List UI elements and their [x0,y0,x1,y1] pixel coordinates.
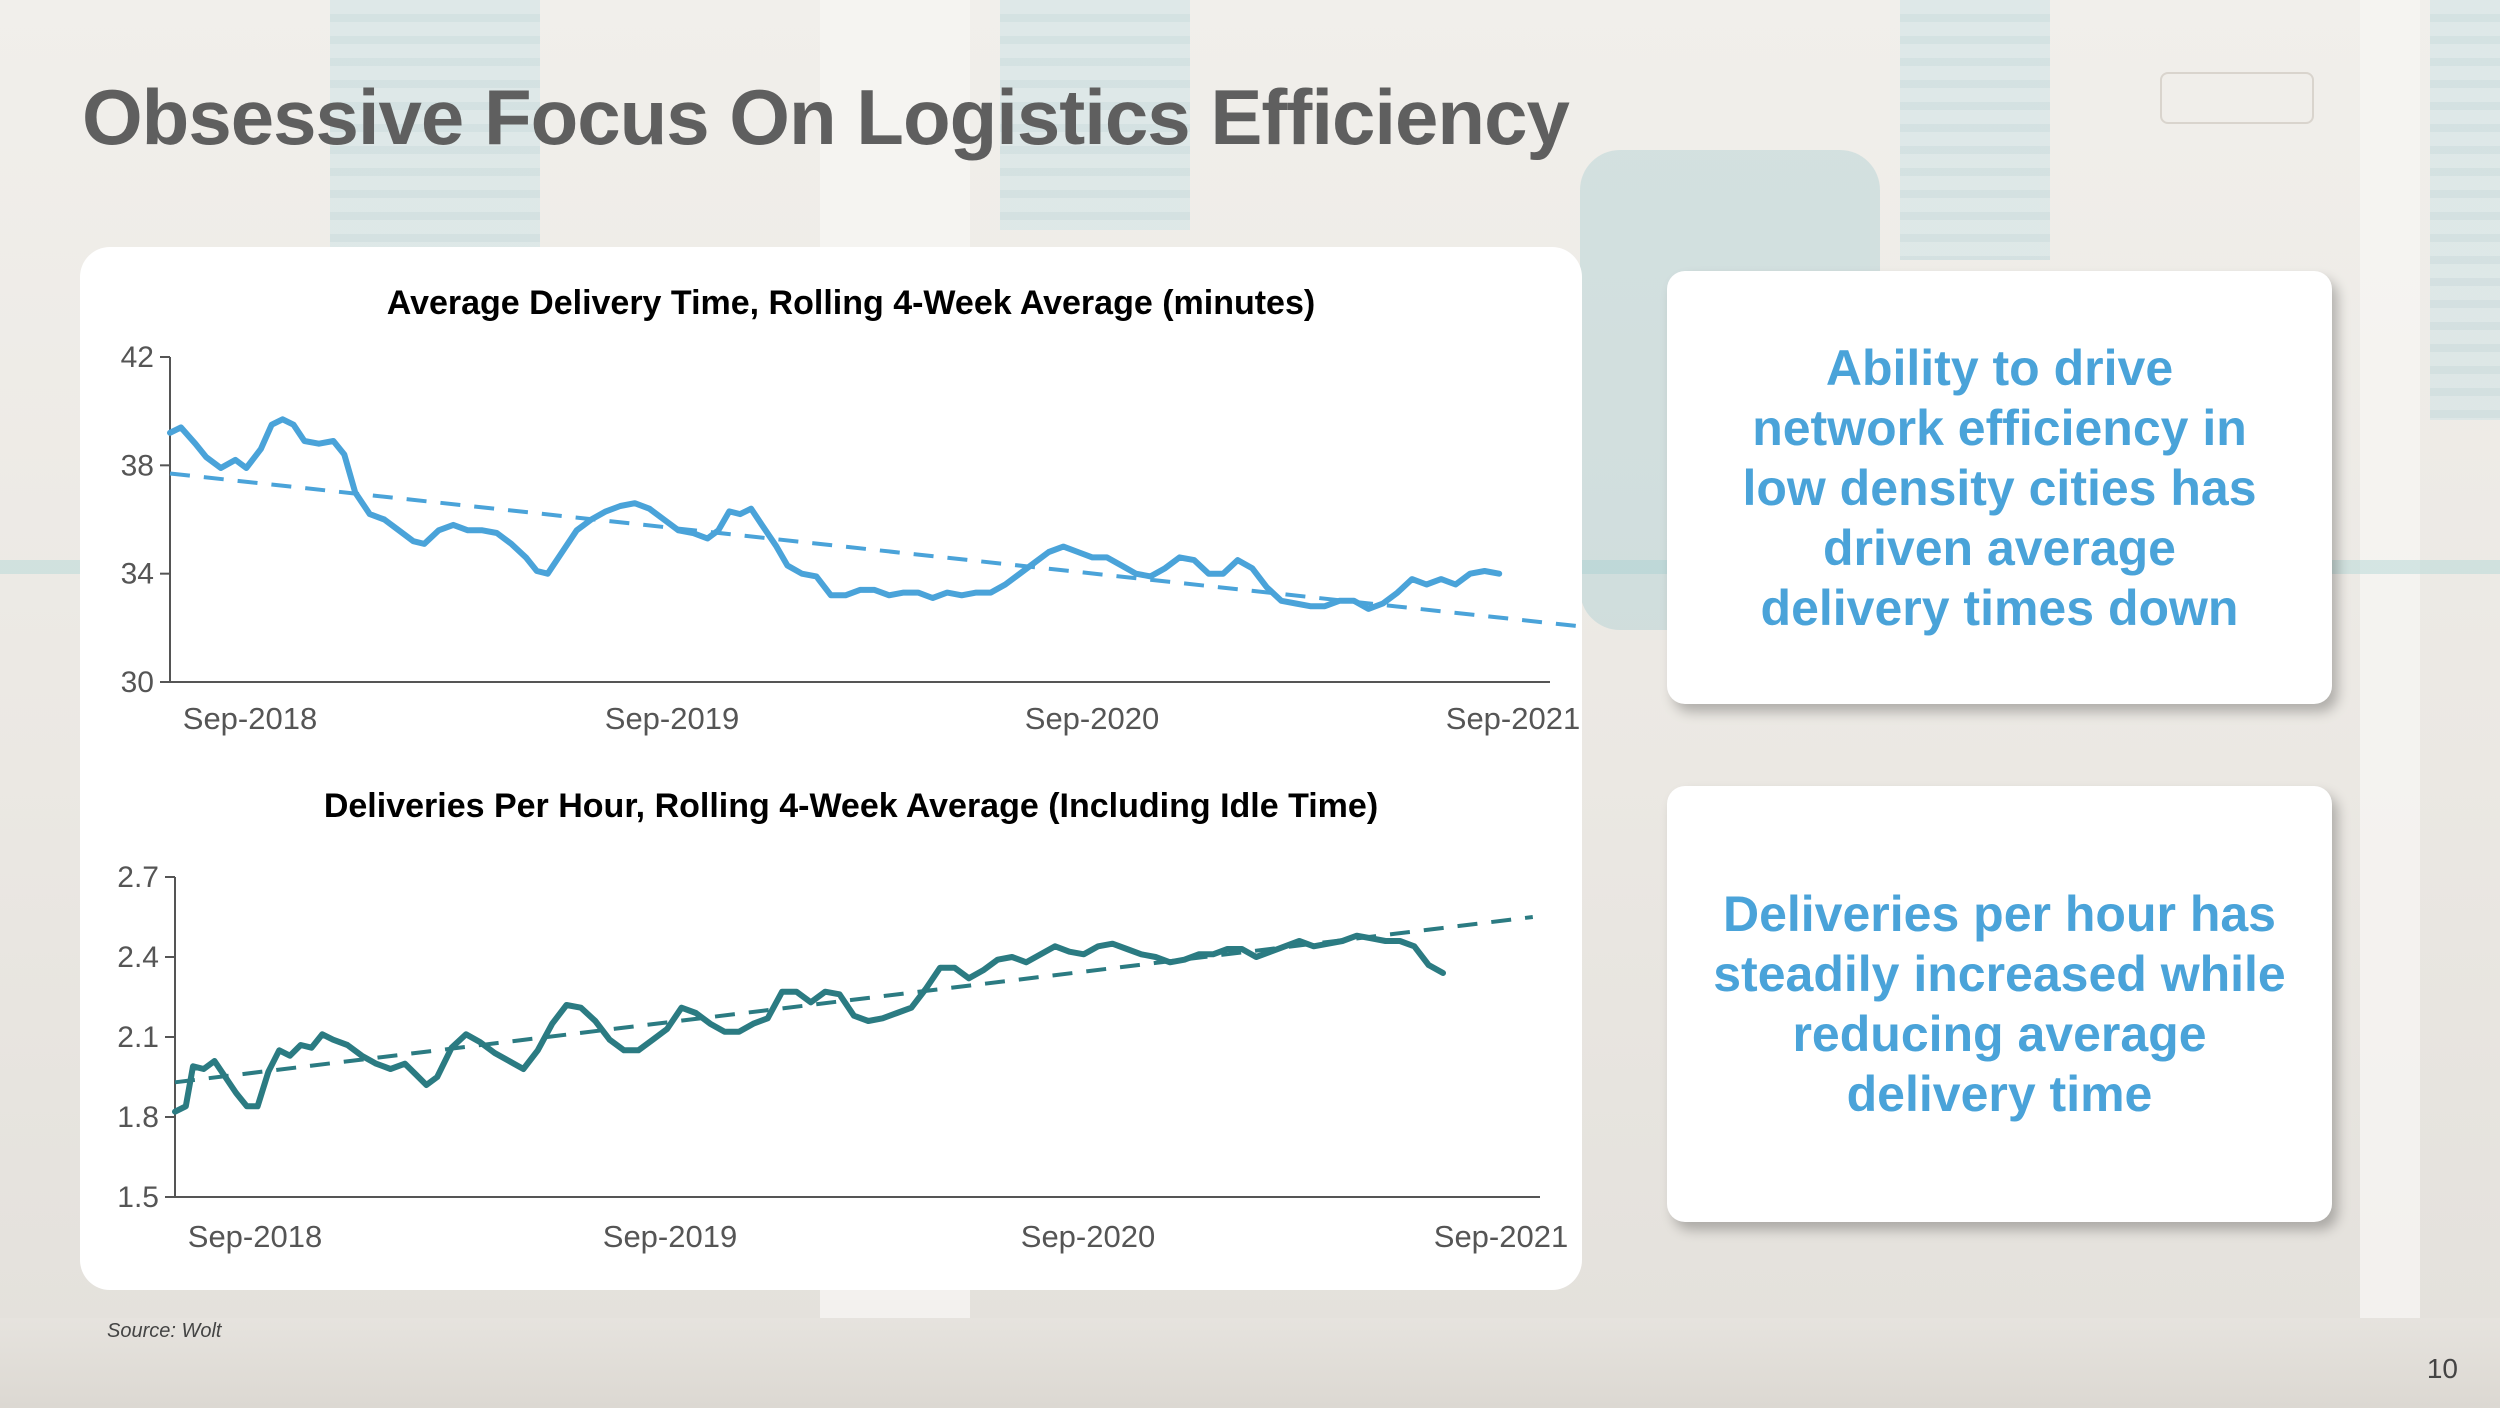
y-tick-label: 42 [121,341,154,374]
callout-delivery-time-text: Ability to drive network efficiency in l… [1742,339,2257,636]
x-tick-label: Sep-2019 [605,701,739,736]
chart-title-1: Average Delivery Time, Rolling 4-Week Av… [387,284,1315,322]
series-line [172,932,1446,1115]
series-line [167,416,1503,612]
callout-delivery-time: Ability to drive network efficiency in l… [1667,271,2332,704]
source-note: Source: Wolt [107,1320,222,1342]
y-tick-label: 2.1 [117,1021,159,1054]
chart-card: Average Delivery Time, Rolling 4-Week Av… [80,247,1582,1290]
page-number: 10 [2426,1353,2458,1384]
x-tick-label: Sep-2019 [603,1219,737,1254]
y-tick-label: 34 [121,558,154,591]
charts-svg: Average Delivery Time, Rolling 4-Week Av… [117,284,1582,1254]
x-tick-label: Sep-2020 [1021,1219,1155,1254]
x-tick-label: Sep-2020 [1025,701,1159,736]
callout-deliveries-per-hour-text: Deliveries per hour has steadily increas… [1713,886,2286,1122]
y-tick-label: 1.8 [117,1101,159,1134]
slide-title: Obsessive Focus On Logistics Efficiency [82,73,1570,161]
x-tick-label: Sep-2021 [1446,701,1580,736]
y-tick-label: 2.4 [117,941,159,974]
trend-line [174,915,1534,1085]
chart-title-2: Deliveries Per Hour, Rolling 4-Week Aver… [324,787,1378,825]
x-tick-label: Sep-2018 [183,701,317,736]
y-tick-label: 30 [121,666,154,699]
callout-deliveries-per-hour: Deliveries per hour has steadily increas… [1667,786,2332,1222]
y-tick-label: 1.5 [117,1181,159,1214]
trend-line [169,471,1582,629]
x-tick-label: Sep-2021 [1434,1219,1568,1254]
y-tick-label: 2.7 [117,861,159,894]
x-tick-label: Sep-2018 [188,1219,322,1254]
y-tick-label: 38 [121,449,154,482]
